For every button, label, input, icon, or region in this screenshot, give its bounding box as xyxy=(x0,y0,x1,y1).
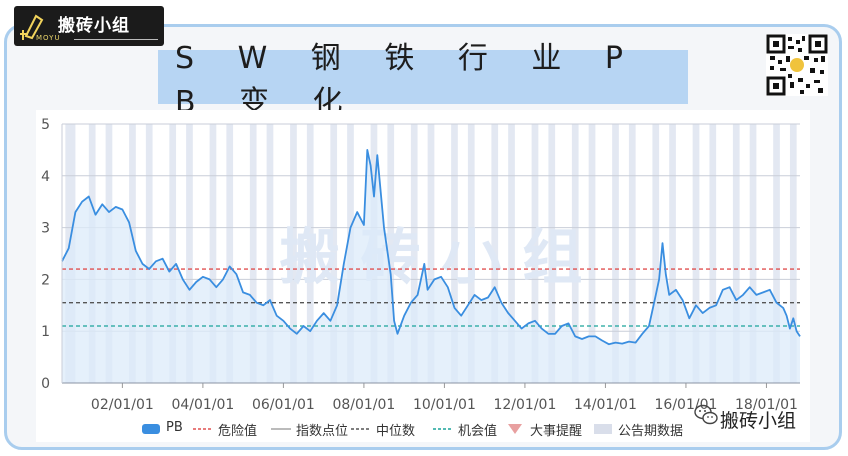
legend-item[interactable]: 大事提醒 xyxy=(504,420,582,439)
legend-item[interactable]: 中位数 xyxy=(350,420,415,439)
announcement-band xyxy=(732,124,740,383)
announcement-band xyxy=(692,124,700,383)
legend-label: 中位数 xyxy=(376,424,416,439)
announcement-band xyxy=(548,124,556,383)
brand-sub: MOYU xyxy=(36,34,61,42)
announcement-band xyxy=(669,124,676,383)
legend-swatch-icon xyxy=(433,428,453,430)
pb-line xyxy=(61,149,801,346)
announcement-band xyxy=(508,124,515,383)
y-tick-label: 3 xyxy=(41,221,50,237)
legend-swatch-icon xyxy=(142,424,160,434)
announcement-band xyxy=(773,124,780,383)
announcement-band xyxy=(387,124,395,383)
qr-code-icon xyxy=(766,34,828,96)
announcement-band xyxy=(226,124,234,383)
legend-item[interactable]: 指数点位 xyxy=(270,420,348,439)
announcement-band xyxy=(467,124,475,383)
legend-label: 危险值 xyxy=(218,424,258,439)
announcement-band xyxy=(628,124,636,383)
pen-logo-icon xyxy=(20,14,44,40)
x-tick-label: 10/01/01 xyxy=(413,397,476,413)
chart-panel: 0 1 2 3 4 5 搬 砖 小 组 02/01/01 04/01/01 06/01/01 08/… xyxy=(36,110,810,442)
x-tick-label: 16/01/01 xyxy=(655,397,718,413)
pb-chart: 0 1 2 3 4 5 搬 砖 小 组 02/01/01 04/01/01 06/01/01 08/… xyxy=(41,117,801,413)
legend-label: 机会值 xyxy=(458,424,498,439)
legend-label: 公告期数据 xyxy=(618,424,684,439)
announcement-band xyxy=(652,124,660,383)
x-tick-label: 18/01/01 xyxy=(735,397,798,413)
brand-logo: 搬砖小组 MOYU xyxy=(14,6,164,46)
legend-item[interactable]: 危险值 xyxy=(192,420,257,439)
announcement-band xyxy=(789,124,797,383)
announcement-band xyxy=(330,124,338,383)
legend-swatch-icon xyxy=(193,428,213,430)
announcement-band xyxy=(266,124,274,383)
legend-label: PB xyxy=(166,420,183,435)
y-tick-label: 1 xyxy=(41,324,50,340)
legend-label: 大事提醒 xyxy=(530,424,583,439)
y-tick-label: 4 xyxy=(41,169,50,185)
legend-swatch-icon xyxy=(351,428,371,430)
watermark-label: 搬砖小组 xyxy=(720,410,797,432)
announcement-band xyxy=(306,124,314,383)
announcement-band xyxy=(709,124,717,383)
announcement-band xyxy=(491,124,499,383)
announcement-band xyxy=(427,124,435,383)
brand-name: 搬砖小组 xyxy=(58,16,130,36)
announcement-band xyxy=(145,124,153,383)
x-tick-label: 08/01/01 xyxy=(332,397,395,413)
announcement-band xyxy=(571,124,579,383)
big-watermark: 搬 砖 小 组 xyxy=(280,223,583,293)
x-tick-label: 02/01/01 xyxy=(91,397,154,413)
announcement-band xyxy=(749,124,757,383)
announcement-band xyxy=(290,124,297,383)
announcement-band xyxy=(531,124,539,383)
announcement-band xyxy=(451,124,458,383)
legend-swatch-icon xyxy=(594,424,612,434)
legend-item[interactable]: PB xyxy=(140,420,183,435)
announcement-band xyxy=(588,124,596,383)
legend-swatch-icon xyxy=(271,428,291,430)
y-tick-label: 0 xyxy=(41,376,50,392)
wechat-icon xyxy=(694,404,718,425)
y-tick-label: 2 xyxy=(41,272,50,288)
announcement-band xyxy=(612,124,619,383)
chart-title: S W 钢 铁 行 业 P B 变 化 xyxy=(175,41,641,120)
legend-swatch-icon xyxy=(508,424,522,434)
announcement-band xyxy=(249,124,257,383)
announcement-band xyxy=(209,124,217,383)
x-tick-label: 12/01/01 xyxy=(493,397,556,413)
legend-label: 指数点位 xyxy=(296,424,349,439)
title-banner: S W 钢 铁 行 业 P B 变 化 xyxy=(158,41,688,120)
x-tick-label: 06/01/01 xyxy=(252,397,315,413)
pb-area xyxy=(62,149,800,383)
legend-item[interactable]: 机会值 xyxy=(432,420,497,439)
y-tick-label: 5 xyxy=(41,117,50,133)
announcement-band xyxy=(410,124,418,383)
x-tick-label: 14/01/01 xyxy=(574,397,637,413)
legend-item[interactable]: 公告期数据 xyxy=(592,420,683,439)
announcement-band xyxy=(186,124,193,383)
x-tick-label: 04/01/01 xyxy=(171,397,234,413)
brand-rule xyxy=(74,39,158,40)
announcement-band xyxy=(169,124,177,383)
